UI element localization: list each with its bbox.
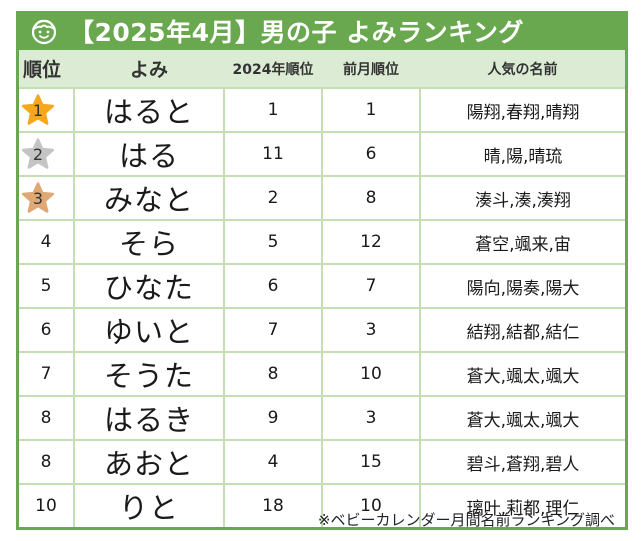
yomi-cell: そうた [73, 351, 225, 397]
rank-2024-cell: 4 [223, 439, 323, 485]
rank-2024-cell: 1 [223, 87, 323, 133]
rank-cell: 3 [19, 175, 75, 221]
table-row: 5 ひなた 6 7 陽向,陽奏,陽大 [19, 263, 625, 309]
yomi-cell: りと [73, 483, 225, 527]
header-row: 順位 よみ 2024年順位 前月順位 人気の名前 [19, 50, 625, 88]
rank-cell: 8 [19, 395, 75, 441]
yomi-cell: ひなた [73, 263, 225, 309]
header-rank: 順位 [19, 50, 74, 88]
ranking-table: 順位 よみ 2024年順位 前月順位 人気の名前 1 はると 1 1 陽翔,春翔,晴翔… [19, 50, 625, 527]
popular-names-cell: 璃叶,莉都,理仁 [419, 483, 625, 527]
boy-face-icon [31, 19, 57, 44]
rank-cell: 1 [19, 87, 75, 133]
table-row: 2 はる 11 6 晴,陽,晴琉 [19, 131, 625, 177]
prev-month-cell: 3 [321, 395, 421, 441]
popular-names-cell: 蒼大,颯太,颯大 [419, 395, 625, 441]
page-title: 【2025年4月】男の子 よみランキング [69, 17, 524, 47]
yomi-cell: みなと [73, 175, 225, 221]
popular-names-cell: 結翔,結都,結仁 [419, 307, 625, 353]
popular-names-cell: 蒼大,颯太,颯大 [419, 351, 625, 397]
prev-month-cell: 10 [321, 483, 421, 527]
bronze-star-icon: 3 [21, 182, 55, 214]
prev-month-cell: 6 [321, 131, 421, 177]
table-row: 1 はると 1 1 陽翔,春翔,晴翔 [19, 87, 625, 133]
table-row: 8 あおと 4 15 碧斗,蒼翔,碧人 [19, 439, 625, 485]
rank-2024-cell: 7 [223, 307, 323, 353]
prev-month-cell: 15 [321, 439, 421, 485]
prev-month-cell: 8 [321, 175, 421, 221]
header-rank-2024: 2024年順位 [224, 50, 322, 88]
table-row: 4 そら 5 12 蒼空,颯来,宙 [19, 219, 625, 265]
yomi-cell: あおと [73, 439, 225, 485]
rank-cell: 8 [19, 439, 75, 485]
rank-cell: 2 [19, 131, 75, 177]
table-row: 6 ゆいと 7 3 結翔,結都,結仁 [19, 307, 625, 353]
table-row: 3 みなと 2 8 湊斗,湊,湊翔 [19, 175, 625, 221]
yomi-cell: はると [73, 87, 225, 133]
prev-month-cell: 7 [321, 263, 421, 309]
rank-cell: 5 [19, 263, 75, 309]
yomi-cell: はるき [73, 395, 225, 441]
header-popular-names: 人気の名前 [420, 50, 625, 88]
title-bar: 【2025年4月】男の子 よみランキング [19, 11, 625, 50]
prev-month-cell: 10 [321, 351, 421, 397]
source-note: ※ベビーカレンダー月間名前ランキング調べ [317, 511, 615, 529]
rank-2024-cell: 8 [223, 351, 323, 397]
popular-names-cell: 晴,陽,晴琉 [419, 131, 625, 177]
table-row: 10 りと 18 10 璃叶,莉都,理仁 [19, 483, 625, 527]
ranking-card: 【2025年4月】男の子 よみランキング 順位 よみ 2024年順位 前月順位 … [16, 11, 628, 530]
rank-cell: 7 [19, 351, 75, 397]
rank-2024-cell: 11 [223, 131, 323, 177]
gold-star-icon: 1 [21, 94, 55, 126]
table-row: 8 はるき 9 3 蒼大,颯太,颯大 [19, 395, 625, 441]
rank-2024-cell: 6 [223, 263, 323, 309]
rank-2024-cell: 2 [223, 175, 323, 221]
table-row: 7 そうた 8 10 蒼大,颯太,颯大 [19, 351, 625, 397]
rank-cell: 10 [19, 483, 75, 527]
yomi-cell: ゆいと [73, 307, 225, 353]
popular-names-cell: 陽向,陽奏,陽大 [419, 263, 625, 309]
rank-2024-cell: 18 [223, 483, 323, 527]
popular-names-cell: 蒼空,颯来,宙 [419, 219, 625, 265]
prev-month-cell: 1 [321, 87, 421, 133]
rank-cell: 4 [19, 219, 75, 265]
popular-names-cell: 陽翔,春翔,晴翔 [419, 87, 625, 133]
prev-month-cell: 12 [321, 219, 421, 265]
rank-2024-cell: 5 [223, 219, 323, 265]
rank-cell: 6 [19, 307, 75, 353]
header-yomi: よみ [74, 50, 224, 88]
rank-2024-cell: 9 [223, 395, 323, 441]
header-prev-month: 前月順位 [322, 50, 420, 88]
yomi-cell: そら [73, 219, 225, 265]
prev-month-cell: 3 [321, 307, 421, 353]
silver-star-icon: 2 [21, 138, 55, 170]
popular-names-cell: 碧斗,蒼翔,碧人 [419, 439, 625, 485]
popular-names-cell: 湊斗,湊,湊翔 [419, 175, 625, 221]
yomi-cell: はる [73, 131, 225, 177]
